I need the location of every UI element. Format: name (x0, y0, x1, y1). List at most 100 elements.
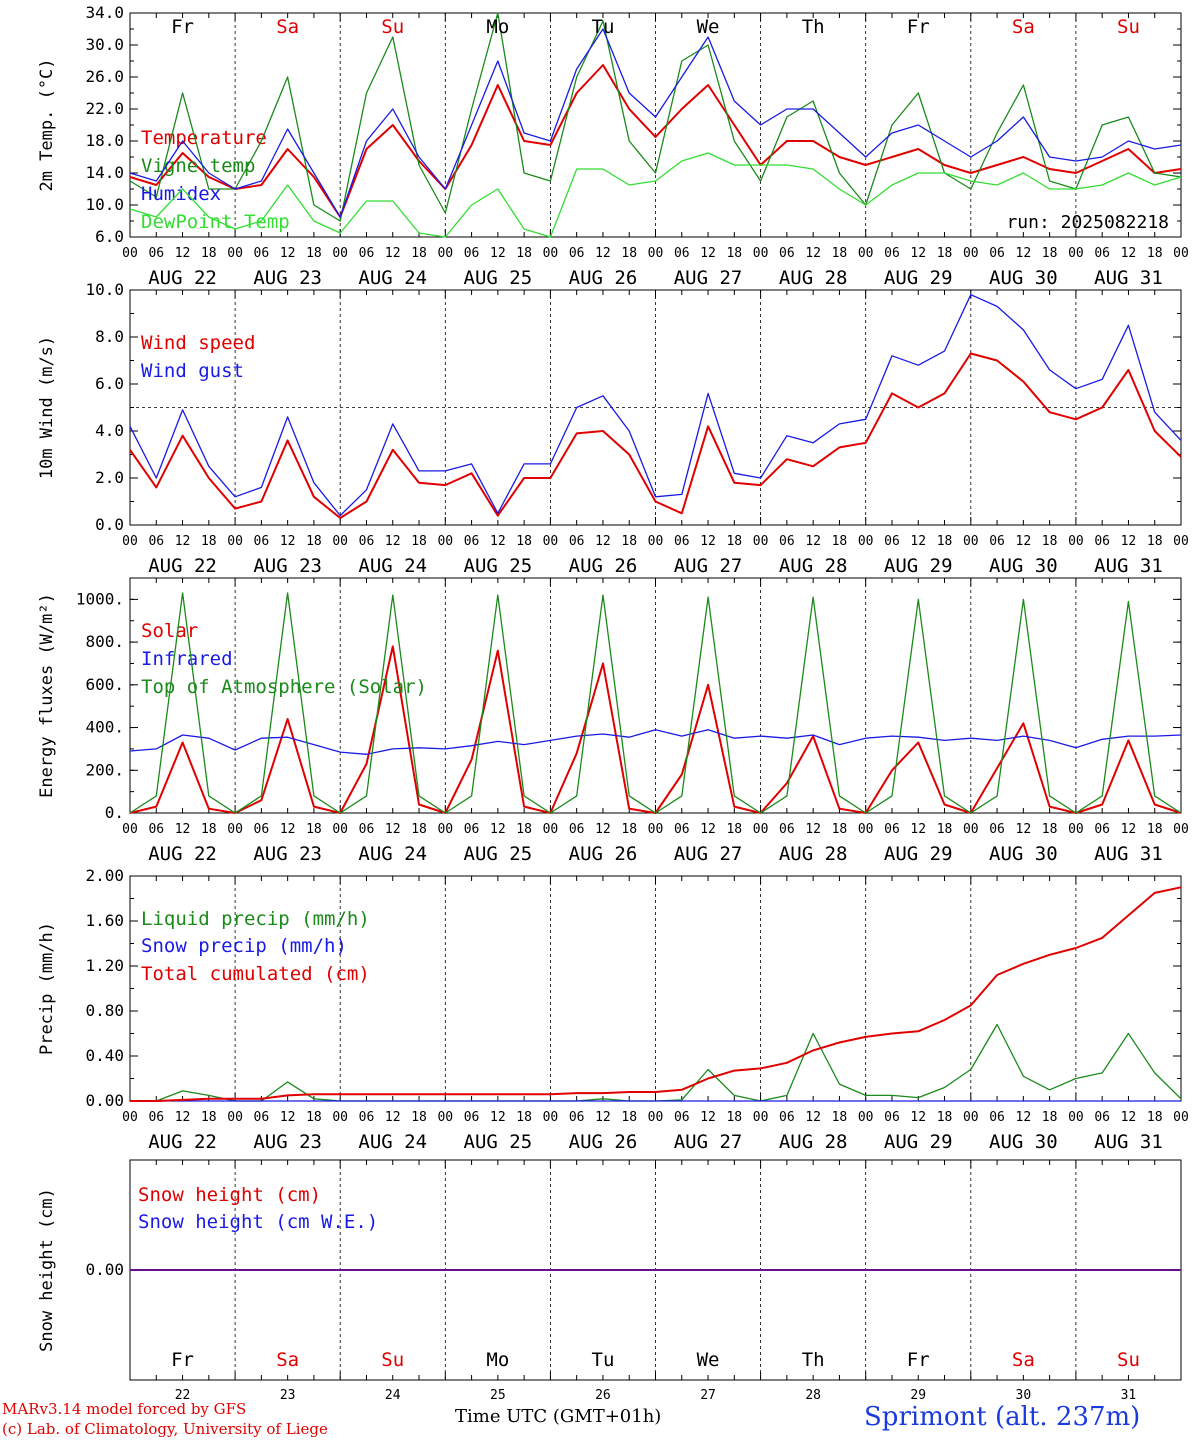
x-hour-label: 18 (1147, 1110, 1163, 1125)
day-name-bottom: Mo (486, 1349, 509, 1371)
y-tick-label: 10.0 (85, 280, 124, 299)
x-hour-label: 00 (543, 534, 559, 549)
x-hour-label: 12 (280, 534, 296, 549)
day-number: 23 (280, 1388, 296, 1403)
x-date-label: AUG 29 (884, 1131, 953, 1153)
x-hour-label: 18 (937, 534, 953, 549)
x-hour-label: 12 (910, 1110, 926, 1125)
x-hour-label: 06 (989, 534, 1005, 549)
y-tick-label: 0.80 (85, 1001, 124, 1020)
x-hour-label: 18 (726, 822, 742, 837)
x-hour-label: 06 (989, 246, 1005, 261)
y-tick-label: 0. (105, 803, 124, 822)
day-number: 27 (700, 1388, 716, 1403)
x-hour-label: 00 (1068, 534, 1084, 549)
x-hour-label: 00 (648, 822, 664, 837)
x-hour-label: 00 (227, 246, 243, 261)
x-hour-label: 06 (989, 822, 1005, 837)
y-tick-label: 8.0 (95, 327, 124, 346)
x-date-label: AUG 29 (884, 267, 953, 289)
y-tick-label: 30.0 (85, 35, 124, 54)
day-number: 24 (385, 1388, 401, 1403)
x-date-label: AUG 26 (569, 1131, 638, 1153)
legend-wind-speed: Wind speed (141, 332, 255, 354)
x-hour-label: 18 (937, 246, 953, 261)
x-hour-label: 00 (332, 822, 348, 837)
x-hour-label: 06 (359, 1110, 375, 1125)
x-hour-label: 06 (569, 534, 585, 549)
day-name-bottom: Fr (907, 1349, 930, 1371)
day-name-bottom: Th (802, 1349, 825, 1371)
x-date-label: AUG 25 (464, 267, 533, 289)
x-hour-label: 12 (1016, 534, 1032, 549)
series-line-temperature (129, 64, 1182, 218)
x-hour-label: 18 (621, 1110, 637, 1125)
day-name-bottom: We (697, 1349, 720, 1371)
y-tick-label: 800. (85, 632, 124, 651)
x-hour-label: 00 (332, 534, 348, 549)
x-hour-label: 00 (543, 1110, 559, 1125)
x-hour-label: 00 (543, 822, 559, 837)
x-hour-label: 06 (1094, 822, 1110, 837)
x-date-label: AUG 30 (989, 843, 1058, 865)
x-hour-label: 18 (411, 1110, 427, 1125)
x-date-label: AUG 26 (569, 555, 638, 577)
x-hour-label: 00 (648, 534, 664, 549)
x-date-label: AUG 31 (1094, 1131, 1163, 1153)
x-hour-label: 18 (411, 534, 427, 549)
y-tick-label: 2.00 (85, 866, 124, 885)
day-name-bottom: Sa (1012, 1349, 1035, 1371)
x-hour-label: 12 (805, 534, 821, 549)
day-name-bottom: Tu (592, 1349, 615, 1371)
x-date-label: AUG 31 (1094, 843, 1163, 865)
series-line-wind-speed (129, 352, 1182, 519)
x-hour-label: 00 (1173, 246, 1189, 261)
x-hour-label: 00 (227, 534, 243, 549)
x-hour-label: 06 (569, 1110, 585, 1125)
x-hour-label: 12 (490, 1110, 506, 1125)
x-hour-label: 18 (1042, 534, 1058, 549)
x-hour-label: 00 (963, 246, 979, 261)
x-date-label: AUG 25 (464, 843, 533, 865)
x-date-label: AUG 24 (358, 843, 427, 865)
x-hour-label: 00 (332, 1110, 348, 1125)
y-tick-label: 1000. (76, 589, 124, 608)
legend-vigne-temp: Vigne temp (141, 155, 255, 177)
x-date-label: AUG 27 (674, 1131, 743, 1153)
x-date-label: AUG 29 (884, 843, 953, 865)
x-hour-label: 18 (621, 822, 637, 837)
series-line-total-cumulated-cm- (130, 886, 1182, 1102)
x-hour-label: 18 (516, 1110, 532, 1125)
x-hour-label: 06 (884, 822, 900, 837)
x-hour-label: 12 (280, 246, 296, 261)
x-hour-label: 00 (963, 534, 979, 549)
day-name-bottom: Su (381, 1349, 404, 1371)
x-hour-label: 06 (779, 1110, 795, 1125)
x-hour-label: 06 (254, 534, 270, 549)
x-date-label: AUG 22 (148, 1131, 217, 1153)
x-hour-label: 18 (621, 246, 637, 261)
x-hour-label: 12 (1016, 1110, 1032, 1125)
x-hour-label: 00 (963, 822, 979, 837)
y-tick-label: 10.0 (85, 195, 124, 214)
x-hour-label: 00 (122, 246, 138, 261)
x-date-label: AUG 30 (989, 267, 1058, 289)
day-name-bottom: Su (1117, 1349, 1140, 1371)
x-hour-label: 06 (254, 822, 270, 837)
day-number: 28 (805, 1388, 821, 1403)
x-hour-label: 18 (411, 822, 427, 837)
x-hour-label: 18 (201, 822, 217, 837)
x-hour-label: 12 (1016, 822, 1032, 837)
y-axis-title: 2m Temp. (°C) (37, 58, 57, 191)
x-hour-label: 00 (963, 1110, 979, 1125)
x-hour-label: 18 (1147, 822, 1163, 837)
x-hour-label: 06 (254, 1110, 270, 1125)
legend-liquid-precip-mm-h-: Liquid precip (mm/h) (141, 908, 370, 930)
run-label: run: 2025082218 (1006, 212, 1169, 233)
x-hour-label: 06 (359, 822, 375, 837)
day-name-top: Fr (907, 16, 930, 38)
x-hour-label: 00 (858, 246, 874, 261)
x-hour-label: 18 (726, 1110, 742, 1125)
x-hour-label: 06 (464, 534, 480, 549)
x-hour-label: 12 (385, 1110, 401, 1125)
